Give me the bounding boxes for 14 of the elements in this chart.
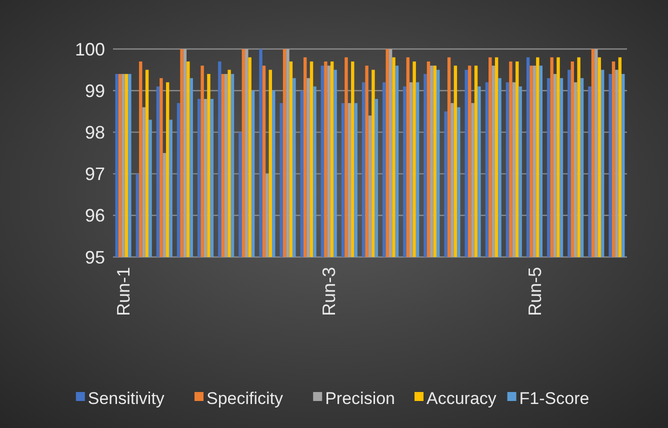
x-tick-label: Run-5 (524, 267, 545, 316)
legend-label: Precision (325, 388, 396, 408)
legend-label: F1-Score (519, 388, 590, 408)
legend-label: Specificity (206, 388, 284, 408)
y-tick-label: 97 (84, 164, 105, 184)
y-tick-label: 95 (84, 247, 105, 268)
y-tick-label: 100 (74, 39, 105, 60)
y-tick-label: 98 (84, 122, 105, 142)
legend-label: Accuracy (426, 388, 497, 408)
y-tick-label: 99 (84, 80, 105, 101)
legend-label: Sensitivity (88, 388, 165, 408)
y-tick-label: 96 (84, 206, 105, 226)
x-tick-label: Run-3 (319, 267, 340, 316)
x-tick-label: Run-1 (114, 267, 134, 316)
